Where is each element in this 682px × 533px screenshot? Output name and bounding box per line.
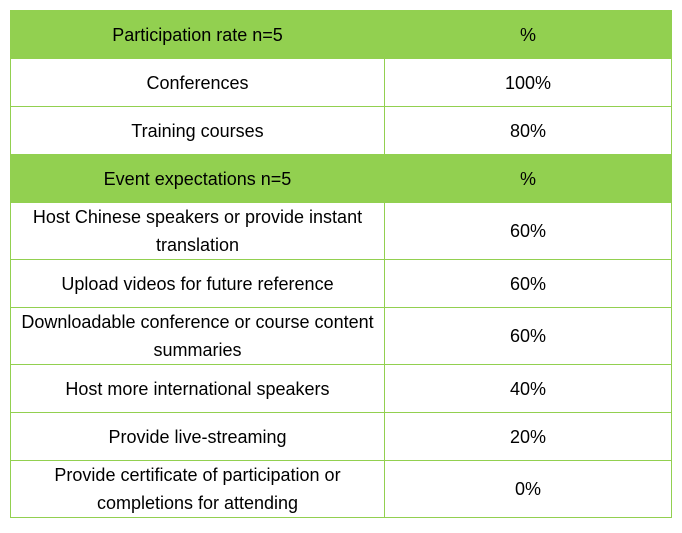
table-row: Upload videos for future reference 60% xyxy=(10,259,672,308)
row-label: Conferences xyxy=(10,58,385,107)
row-label: Provide certificate of participation or … xyxy=(10,460,385,518)
expectations-header-value: % xyxy=(384,154,672,203)
table-row: Conferences 100% xyxy=(10,58,672,107)
survey-table: Participation rate n=5 % Conferences 100… xyxy=(10,10,672,518)
row-label: Downloadable conference or course conten… xyxy=(10,307,385,365)
table-row: Provide live-streaming 20% xyxy=(10,412,672,461)
table-row: Training courses 80% xyxy=(10,106,672,155)
row-value: 0% xyxy=(384,460,672,518)
table-row: Downloadable conference or course conten… xyxy=(10,307,672,365)
row-value: 20% xyxy=(384,412,672,461)
row-label: Provide live-streaming xyxy=(10,412,385,461)
row-value: 60% xyxy=(384,259,672,308)
table-row: Host Chinese speakers or provide instant… xyxy=(10,202,672,260)
row-label: Upload videos for future reference xyxy=(10,259,385,308)
row-label: Host more international speakers xyxy=(10,364,385,413)
participation-header-label: Participation rate n=5 xyxy=(10,10,385,59)
expectations-header-row: Event expectations n=5 % xyxy=(10,154,672,203)
row-label: Training courses xyxy=(10,106,385,155)
participation-header-value: % xyxy=(384,10,672,59)
row-value: 100% xyxy=(384,58,672,107)
row-value: 80% xyxy=(384,106,672,155)
table-row: Provide certificate of participation or … xyxy=(10,460,672,518)
row-value: 40% xyxy=(384,364,672,413)
table-row: Host more international speakers 40% xyxy=(10,364,672,413)
row-value: 60% xyxy=(384,202,672,260)
expectations-header-label: Event expectations n=5 xyxy=(10,154,385,203)
row-label: Host Chinese speakers or provide instant… xyxy=(10,202,385,260)
row-value: 60% xyxy=(384,307,672,365)
participation-header-row: Participation rate n=5 % xyxy=(10,10,672,59)
